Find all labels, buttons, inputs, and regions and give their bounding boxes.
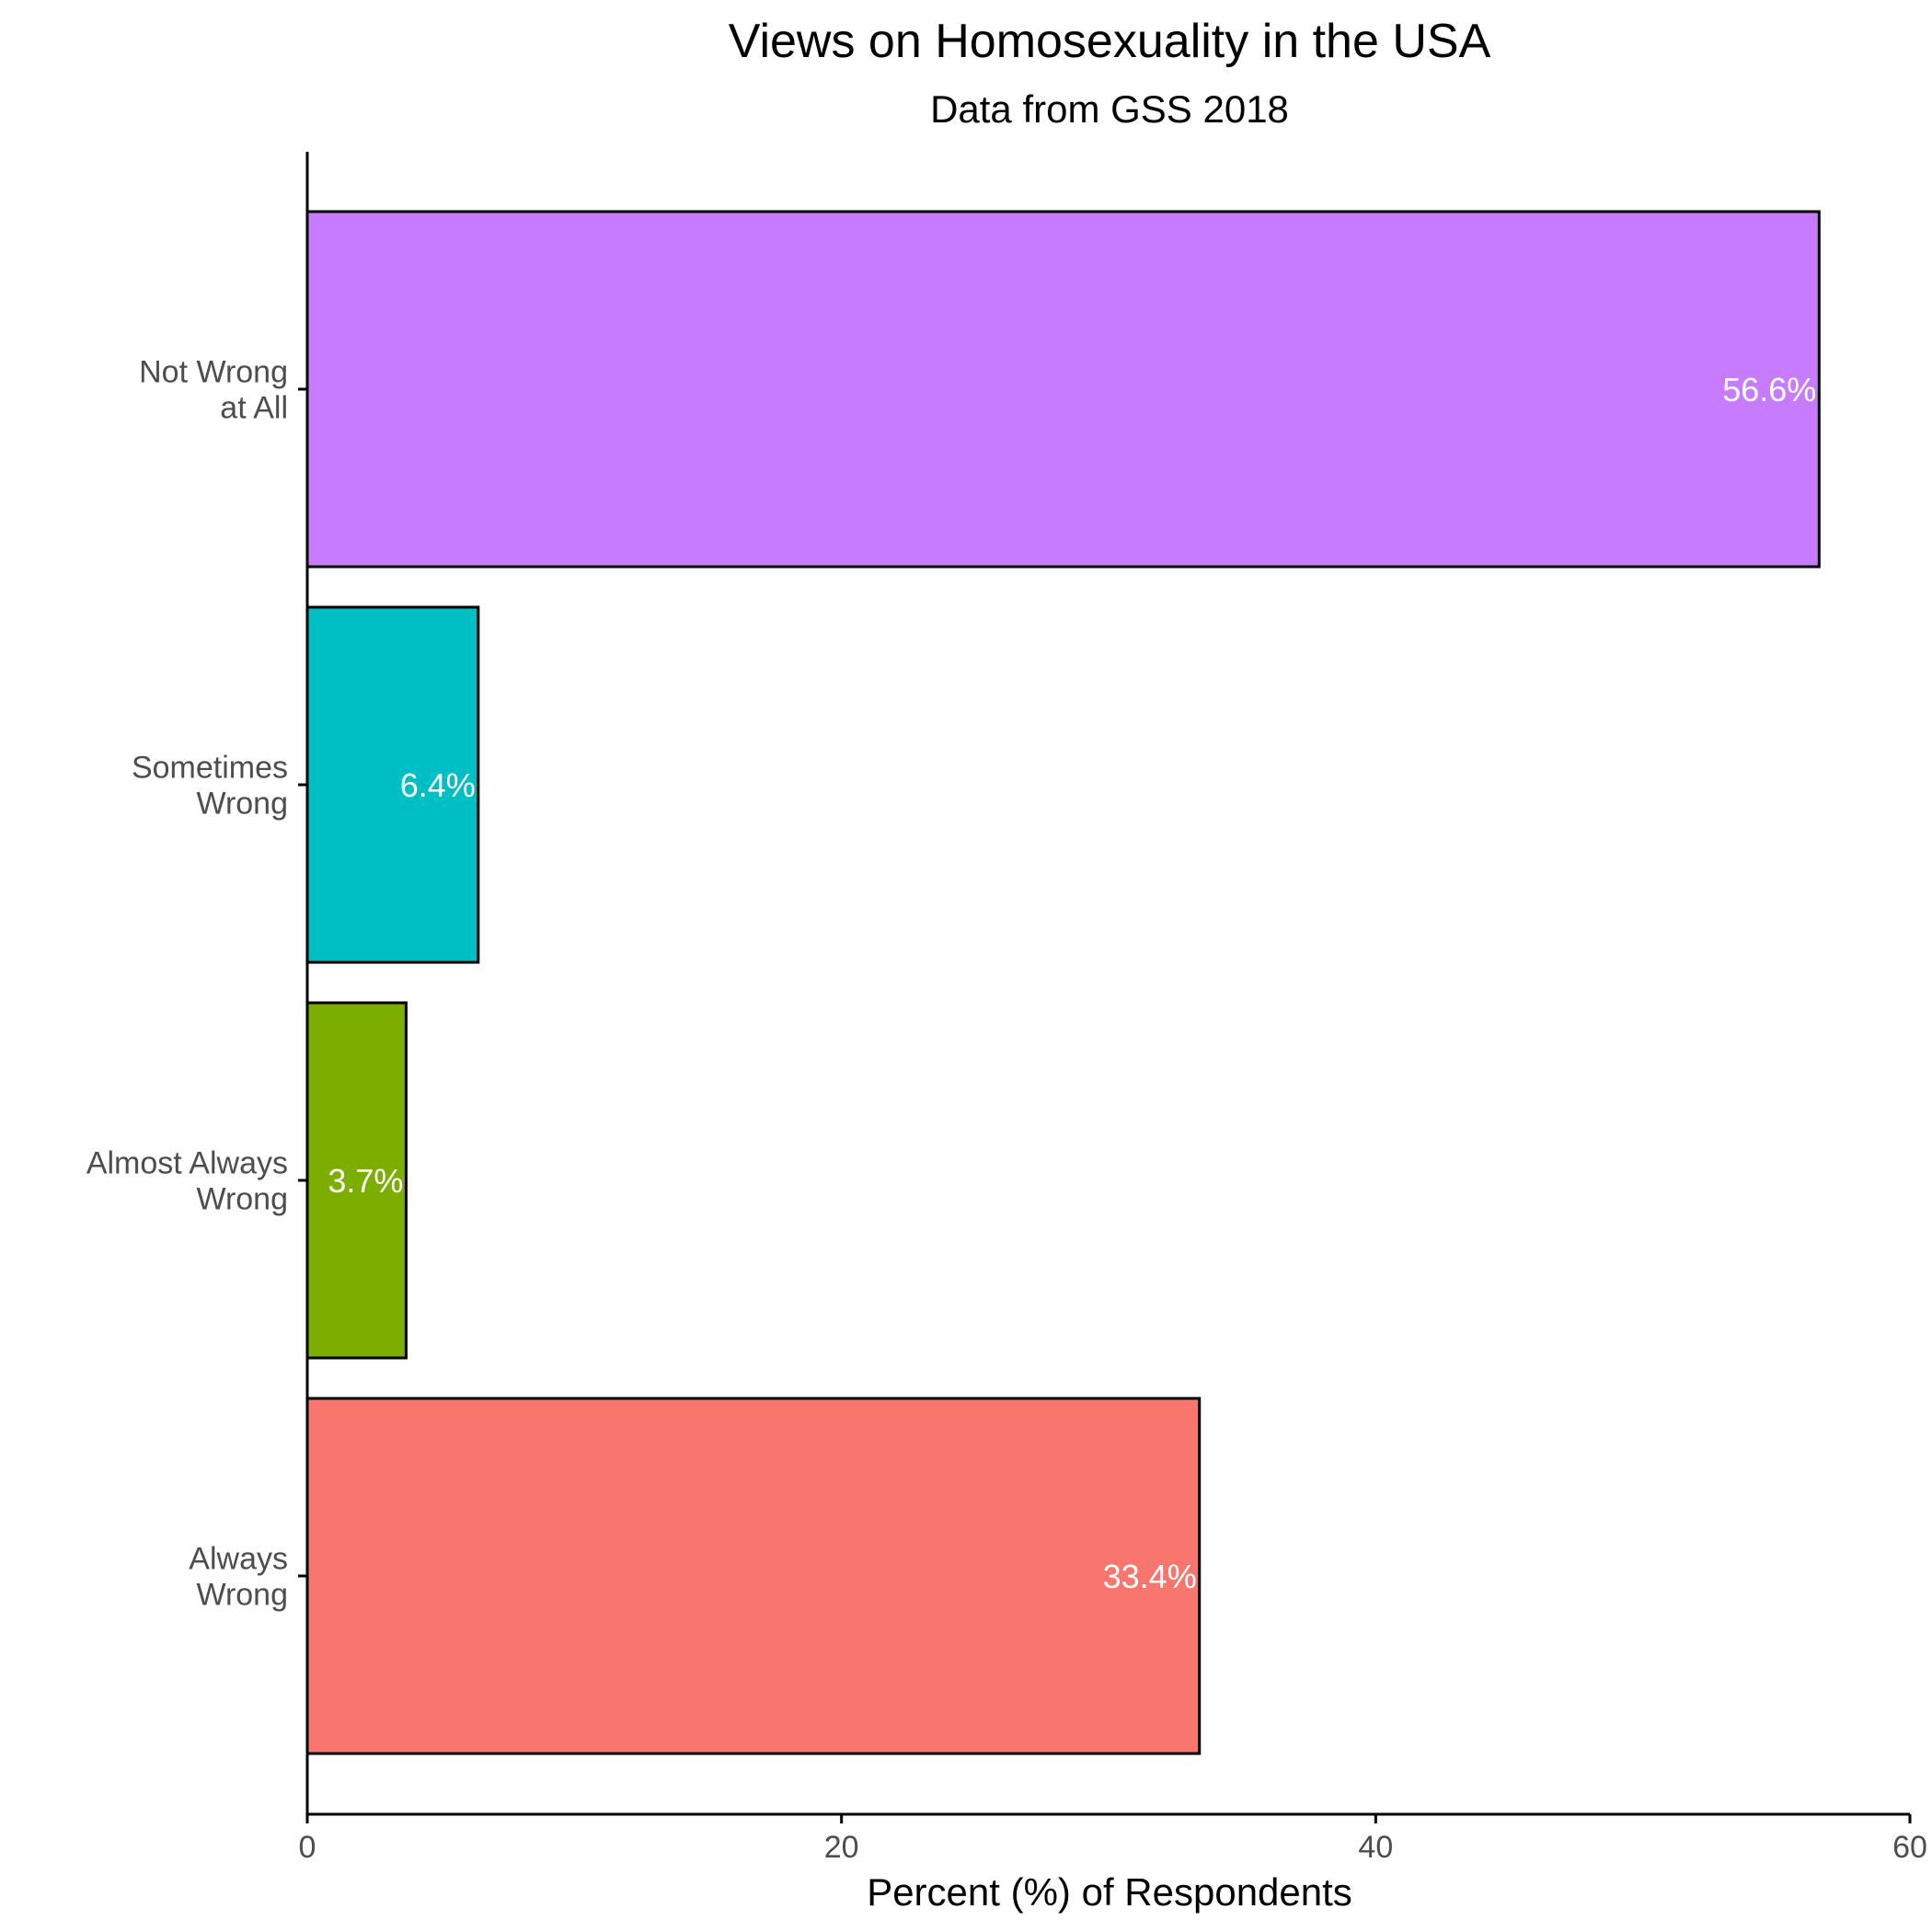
- x-axis-ticks-group: 0 20 40 60: [299, 1814, 1927, 1865]
- x-axis-tick-label: 0: [299, 1830, 316, 1865]
- category-label: Sometimes Wrong: [132, 751, 288, 822]
- bar-value-label: 3.7%: [328, 1162, 403, 1200]
- bar: [305, 605, 480, 964]
- category-label-line: Wrong: [196, 1578, 288, 1613]
- category-label: Not Wrong at All: [139, 355, 288, 426]
- category-label-line: at All: [220, 391, 288, 426]
- category-label-line: Almost Always: [86, 1146, 288, 1181]
- category-label-line: Not Wrong: [139, 355, 288, 390]
- category-label-line: Always: [189, 1542, 288, 1577]
- bar-value-label: 33.4%: [1103, 1558, 1197, 1595]
- x-axis-tick-label: 60: [1892, 1830, 1927, 1865]
- bar: [305, 210, 1821, 569]
- category-label-line: Wrong: [196, 787, 288, 822]
- chart-subtitle: Data from GSS 2018: [930, 87, 1289, 131]
- category-label-line: Wrong: [196, 1182, 288, 1217]
- bar: [305, 1397, 1202, 1755]
- x-axis-tick-label: 40: [1358, 1830, 1393, 1865]
- category-label-line: Sometimes: [132, 751, 288, 786]
- category-label: Always Wrong: [189, 1542, 288, 1613]
- x-axis-tick-label: 20: [824, 1830, 859, 1865]
- bar: [305, 1001, 408, 1360]
- category-label: Almost Always Wrong: [86, 1146, 288, 1217]
- bar-value-label: 6.4%: [400, 766, 476, 804]
- bar-value-label: 56.6%: [1722, 371, 1816, 408]
- x-axis-title: Percent (%) of Respondents: [867, 1870, 1352, 1914]
- data-labels-group: 56.6% 6.4% 3.7% 33.4%: [328, 371, 1816, 1595]
- bars-group: [305, 210, 1821, 1755]
- chart-title: Views on Homosexuality in the USA: [729, 15, 1491, 68]
